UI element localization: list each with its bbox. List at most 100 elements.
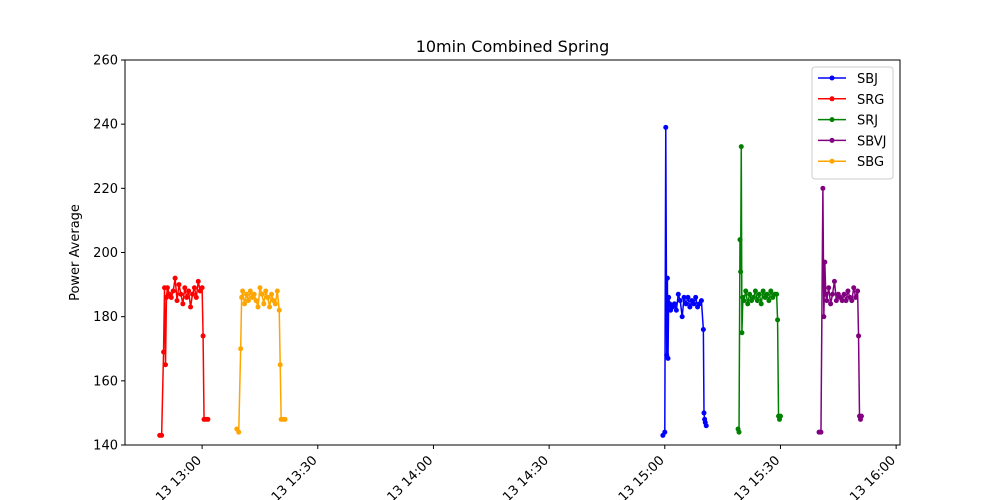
data-point [199,285,205,291]
data-point [824,298,830,304]
data-point [671,301,677,307]
data-point [159,432,165,438]
data-point [186,288,192,294]
data-point [764,291,770,297]
data-point [698,298,704,304]
plot-area [157,124,864,438]
legend-label: SRJ [857,114,878,129]
y-tick-label: 180 [93,310,118,325]
data-point [760,288,766,294]
data-point [251,291,257,297]
data-point [703,423,709,429]
y-tick-label: 220 [93,182,118,197]
data-point [245,298,251,304]
legend-marker [829,96,835,102]
data-point [200,333,206,339]
data-point [282,416,288,422]
legend-marker [829,137,835,143]
data-point [701,410,707,416]
data-point [752,288,758,294]
y-axis: 140 160 180 200 220 240 260 [93,54,125,454]
data-point [193,294,199,300]
legend-marker [829,158,835,164]
data-point [189,291,195,297]
series-srg [157,275,211,438]
data-point [675,291,681,297]
data-point [276,307,282,313]
data-point [242,301,248,307]
data-point [826,285,832,291]
data-point [243,291,249,297]
data-point [664,275,670,281]
data-point [687,304,693,310]
data-point [823,291,829,297]
data-point [839,298,845,304]
data-point [665,355,671,361]
data-point [163,294,169,300]
data-point [164,285,170,291]
data-point [851,285,857,291]
data-point [677,298,683,304]
data-point [745,301,751,307]
legend-label: SBVJ [857,134,887,149]
data-point [843,298,849,304]
data-point [766,298,772,304]
data-point [236,429,242,435]
data-point [253,298,259,304]
data-point [738,144,744,150]
data-point [662,429,668,435]
data-point [754,298,760,304]
data-point [693,294,699,300]
data-point [255,304,261,310]
data-point [247,288,253,294]
data-point [191,285,197,291]
y-tick-label: 140 [93,439,118,454]
data-point [240,288,246,294]
data-point [818,429,824,435]
legend-marker [829,117,835,123]
data-point [683,301,689,307]
data-point [666,294,672,300]
data-point [738,269,744,275]
data-point [777,413,783,419]
data-point [269,291,275,297]
data-point [238,346,244,352]
data-point [162,362,168,368]
data-point [239,294,245,300]
data-point [170,288,176,294]
y-tick-label: 200 [93,246,118,261]
data-point [168,294,174,300]
data-point [856,333,862,339]
data-point [180,301,186,307]
series-sbvj [816,185,864,435]
data-point [700,327,706,332]
series-srj [735,144,783,435]
legend-label: SBJ [857,72,878,87]
data-point [736,429,742,435]
data-point [858,413,864,419]
data-point [739,330,745,336]
data-point [833,298,839,304]
data-point [188,304,194,310]
data-point [685,294,691,300]
chart-title: 10min Combined Spring [416,37,610,56]
data-point [267,304,273,310]
data-point [775,317,781,323]
data-point [257,285,263,291]
data-point [195,278,201,284]
data-point [768,288,774,294]
data-point [830,291,836,297]
legend: SBJ SRG SRJ SBVJ SBG [811,66,894,180]
data-point [663,124,669,130]
data-point [184,294,190,300]
y-axis-label: Power Average [68,204,83,301]
data-point [845,288,851,294]
data-point [691,301,697,307]
data-point [747,291,753,297]
data-point [277,362,283,368]
data-point [205,416,211,422]
legend-marker [829,75,835,81]
data-point [855,288,861,294]
series-sbj [660,124,709,438]
